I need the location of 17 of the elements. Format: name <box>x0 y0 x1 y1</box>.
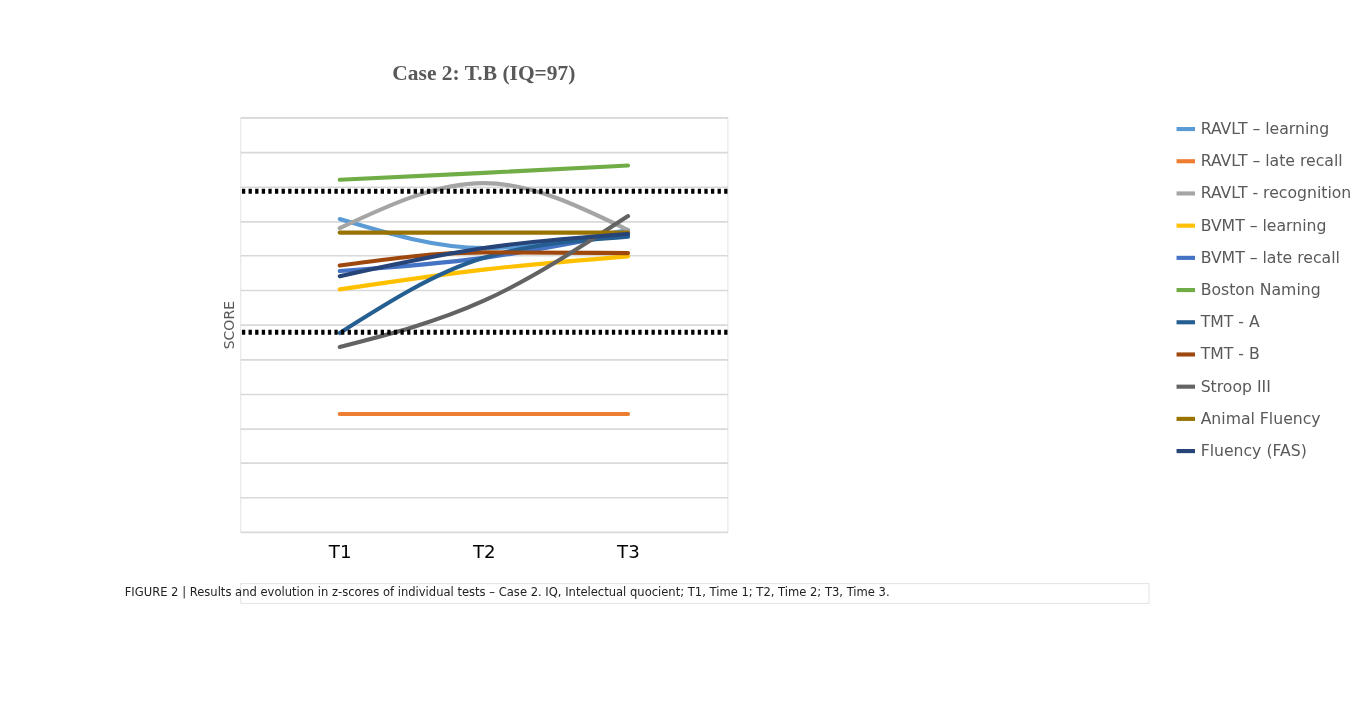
y-axis-title: SCORE <box>221 301 238 350</box>
x-tick-label: T3 <box>616 541 640 563</box>
legend-label: RAVLT – late recall <box>1200 151 1343 171</box>
legend-label: Fluency (FAS) <box>1200 441 1307 461</box>
chart-title: Case 2: T.B (IQ=97) <box>392 61 576 86</box>
x-tick-label: T1 <box>327 541 352 563</box>
legend-label: TMT - B <box>1199 344 1260 364</box>
legend-label: BVMT – learning <box>1200 215 1327 235</box>
caption: FIGURE 2 | Results and evolution in z-scores of individual tests – Case 2. IQ, Intelectual quocient; T1, Time 1; T2, Time 2; T3, Time 3. <box>124 585 890 600</box>
x-tick-label: T2 <box>471 541 496 563</box>
legend-label: TMT - A <box>1199 312 1260 332</box>
legend-label: BVMT – late recall <box>1200 247 1340 267</box>
legend-label: RAVLT – learning <box>1200 119 1330 138</box>
legend-label: RAVLT - recognition <box>1200 183 1352 203</box>
legend-label: Boston Naming <box>1200 280 1321 300</box>
legend-label: Animal Fluency <box>1200 408 1321 428</box>
legend-label: Stroop III <box>1200 376 1271 396</box>
